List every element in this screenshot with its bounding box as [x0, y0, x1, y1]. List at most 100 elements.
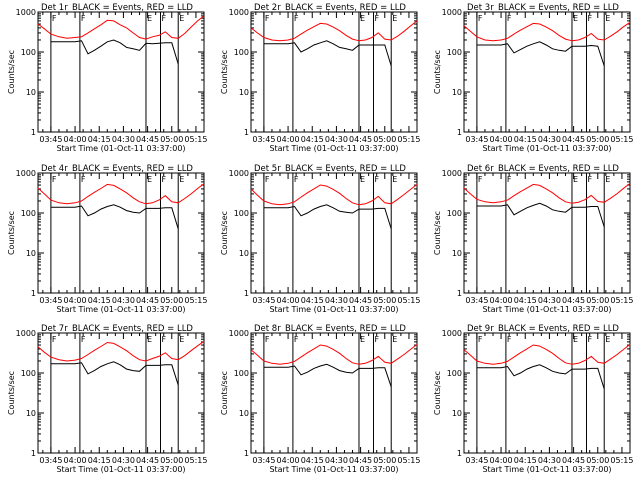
event-label: F	[507, 175, 512, 184]
events-series-line	[263, 363, 392, 388]
x-tick-label: 03:45	[252, 456, 275, 465]
y-tick-label: 100	[234, 48, 249, 57]
y-axis-label: Counts/sec	[433, 371, 442, 415]
events-series-line	[263, 40, 392, 67]
x-tick-label: 05:00	[373, 456, 396, 465]
x-tick-label: 04:30	[538, 456, 561, 465]
y-tick-label: 100	[21, 209, 36, 218]
lld-series-line	[37, 183, 205, 205]
plot-title: Det 3r_BLACK = Events, RED = LLD	[467, 3, 619, 13]
x-tick-label: 04:45	[349, 135, 372, 144]
x-axis-label: Start Time (01-Oct-11 03:37:00)	[56, 465, 185, 474]
event-label: F	[265, 335, 270, 344]
event-label: F	[52, 175, 57, 184]
event-label: E	[147, 14, 152, 23]
y-tick-label: 1000	[229, 8, 249, 17]
y-tick-label: 100	[447, 48, 462, 57]
event-label: F	[507, 335, 512, 344]
x-tick-label: 05:00	[586, 296, 609, 305]
y-tick-label: 1000	[442, 8, 462, 17]
x-tick-label: 04:30	[325, 296, 348, 305]
x-tick-label: 04:15	[88, 135, 111, 144]
y-tick-label: 10	[452, 88, 462, 97]
lld-series-line	[463, 21, 631, 42]
x-tick-label: 04:15	[301, 296, 324, 305]
x-tick-label: 04:00	[64, 456, 87, 465]
plot-frame	[463, 11, 631, 133]
plot-title: Det 8r_BLACK = Events, RED = LLD	[254, 324, 406, 334]
event-label: F	[265, 14, 270, 23]
y-tick-label: 1000	[229, 169, 249, 178]
event-label: F	[294, 14, 299, 23]
event-label: E	[147, 335, 152, 344]
x-tick-label: 04:30	[325, 456, 348, 465]
event-label: E	[179, 14, 184, 23]
event-label: E	[360, 175, 365, 184]
event-label: F	[374, 335, 379, 344]
x-tick-label: 04:15	[514, 135, 537, 144]
x-tick-label: 04:45	[136, 296, 159, 305]
plot-frame	[250, 332, 418, 454]
event-label: E	[179, 175, 184, 184]
x-tick-label: 05:00	[160, 456, 183, 465]
y-tick-label: 1	[31, 449, 36, 458]
event-label: F	[374, 14, 379, 23]
plot-frame	[37, 172, 205, 294]
event-label: F	[161, 175, 166, 184]
event-label: F	[507, 14, 512, 23]
lld-series-line	[463, 344, 631, 365]
x-tick-label: 04:15	[88, 456, 111, 465]
x-axis-label: Start Time (01-Oct-11 03:37:00)	[269, 144, 398, 153]
x-tick-label: 04:30	[112, 135, 135, 144]
y-tick-label: 1000	[16, 8, 36, 17]
lld-series-line	[37, 15, 205, 40]
plot-frame	[463, 172, 631, 294]
event-label: E	[179, 335, 184, 344]
y-axis-label: Counts/sec	[220, 211, 229, 255]
y-tick-label: 1000	[229, 329, 249, 338]
x-tick-label: 04:30	[538, 135, 561, 144]
y-axis-label: Counts/sec	[7, 50, 16, 94]
y-tick-label: 10	[26, 88, 36, 97]
plot-title: Det 9r_BLACK = Events, RED = LLD	[467, 324, 619, 334]
y-tick-label: 100	[21, 369, 36, 378]
x-tick-label: 04:30	[112, 456, 135, 465]
lld-series-line	[463, 183, 631, 204]
y-axis-label: Counts/sec	[433, 211, 442, 255]
event-label: E	[360, 335, 365, 344]
event-label: F	[478, 175, 483, 184]
y-tick-label: 100	[234, 209, 249, 218]
y-tick-label: 1	[457, 128, 462, 137]
events-series-line	[476, 202, 605, 228]
event-label: F	[161, 14, 166, 23]
event-label: E	[605, 175, 610, 184]
x-tick-label: 04:15	[514, 296, 537, 305]
x-tick-label: 05:00	[586, 456, 609, 465]
plot-title: Det 6r_BLACK = Events, RED = LLD	[467, 164, 619, 174]
x-tick-label: 03:45	[39, 296, 62, 305]
plot-title: Det 7r_BLACK = Events, RED = LLD	[41, 324, 193, 334]
detector-plot-5: Det 5r_BLACK = Events, RED = LLD 1 10 100 10…	[220, 164, 420, 314]
lld-series-line	[250, 344, 418, 365]
plot-title: Det 1r_BLACK = Events, RED = LLD	[41, 3, 193, 13]
x-tick-label: 03:45	[252, 135, 275, 144]
y-axis-label: Counts/sec	[7, 371, 16, 415]
events-series-line	[476, 41, 605, 67]
x-tick-label: 03:45	[252, 296, 275, 305]
y-tick-label: 1	[31, 289, 36, 298]
x-tick-label: 05:15	[184, 135, 207, 144]
x-tick-label: 04:00	[490, 135, 513, 144]
event-label: E	[605, 14, 610, 23]
y-tick-label: 10	[239, 409, 249, 418]
x-tick-label: 04:00	[277, 456, 300, 465]
plot-frame	[37, 332, 205, 454]
events-series-line	[476, 364, 605, 390]
y-tick-label: 1	[244, 449, 249, 458]
x-axis-label: Start Time (01-Oct-11 03:37:00)	[269, 465, 398, 474]
y-axis-label: Counts/sec	[433, 50, 442, 94]
event-label: F	[81, 175, 86, 184]
y-tick-label: 100	[447, 369, 462, 378]
event-label: E	[147, 175, 152, 184]
x-tick-label: 04:00	[64, 135, 87, 144]
